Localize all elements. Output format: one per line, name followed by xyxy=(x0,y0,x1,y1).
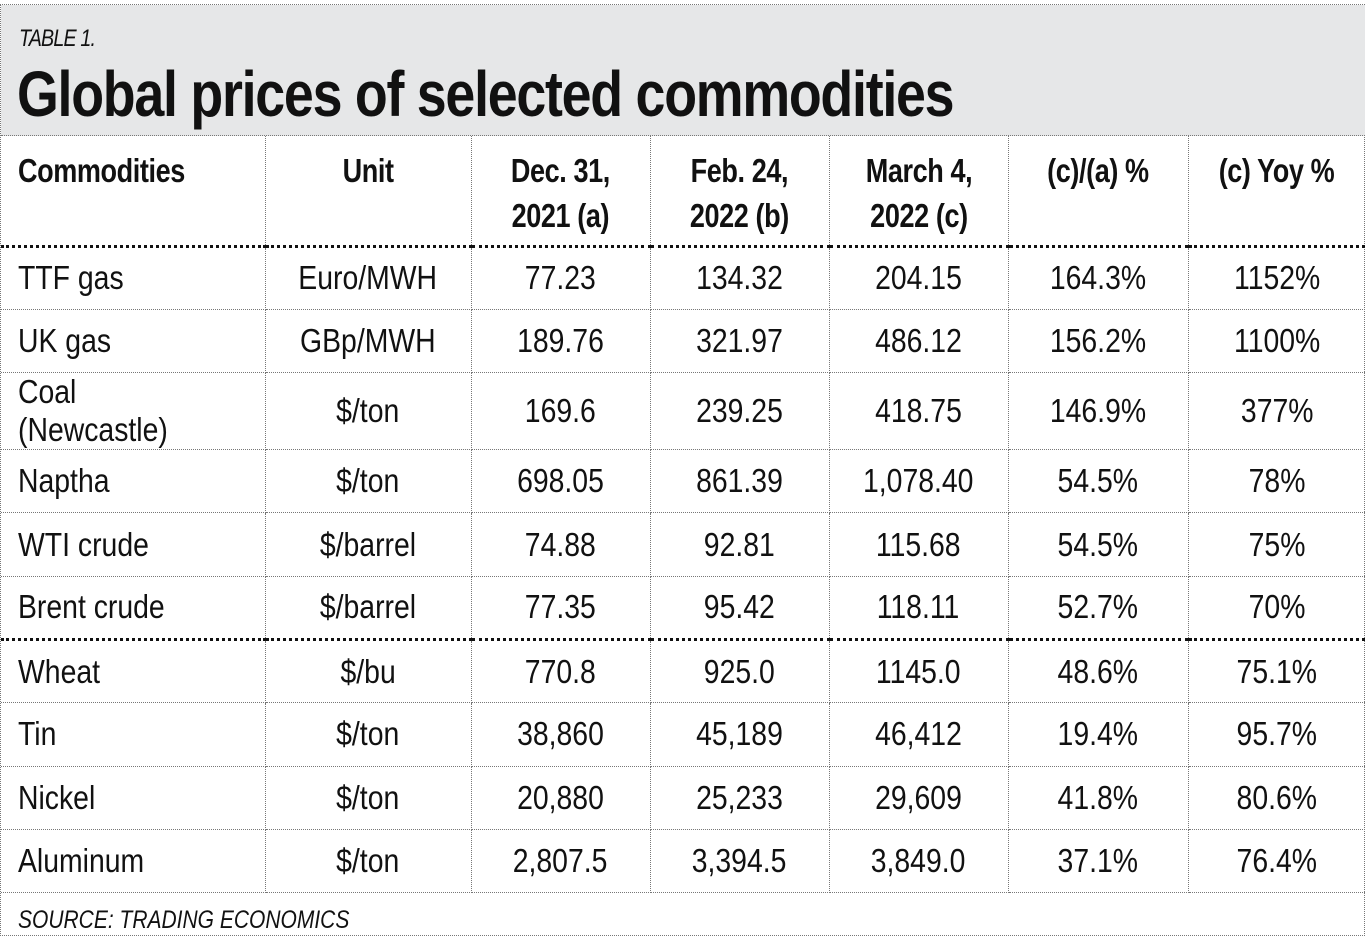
cell-march-4-2022: 204.15 xyxy=(828,246,1009,310)
cell-unit: Euro/MWH xyxy=(264,246,472,310)
cell-c-over-a-pct: 54.5% xyxy=(1007,512,1189,577)
cell-dec-31-2021: 169.6 xyxy=(470,372,651,451)
cell-dec-31-2021: 698.05 xyxy=(470,449,651,514)
table-row: TTF gas Euro/MWH 77.23 134.32 204.15 164.3% 11… xyxy=(1,246,1365,310)
cell-feb-24-2022: 861.39 xyxy=(649,449,830,514)
column-header-feb-24-2022: Feb. 24, 2022 (b) xyxy=(649,136,830,248)
cell-unit: $/barrel xyxy=(264,512,472,577)
cell-feb-24-2022: 45,189 xyxy=(649,702,830,767)
cell-march-4-2022: 3,849.0 xyxy=(828,829,1009,894)
source-note: SOURCE: TRADING ECONOMICS xyxy=(18,906,350,935)
cell-unit: $/bu xyxy=(264,639,472,704)
cell-feb-24-2022: 95.42 xyxy=(649,576,830,641)
column-header-c-over-a-pct: (c)/(a) % xyxy=(1007,136,1189,248)
cell-c-yoy-pct: 80.6% xyxy=(1187,766,1365,830)
cell-commodity: Naptha xyxy=(1,449,266,514)
cell-march-4-2022: 486.12 xyxy=(828,309,1009,374)
column-header-dec-31-2021: Dec. 31, 2021 (a) xyxy=(470,136,651,248)
cell-march-4-2022: 118.11 xyxy=(828,576,1009,641)
column-header-march-4-2022: March 4, 2022 (c) xyxy=(828,136,1009,248)
cell-unit: $/ton xyxy=(264,766,472,830)
table-row: WTI crude $/barrel 74.88 92.81 115.68 54.5% 75… xyxy=(1,512,1365,577)
source-row: SOURCE: TRADING ECONOMICS xyxy=(1,893,1365,949)
cell-commodity: Brent crude xyxy=(1,576,266,641)
cell-march-4-2022: 29,609 xyxy=(828,766,1009,830)
table-row: Wheat $/bu 770.8 925.0 1145.0 48.6% 75.1% xyxy=(1,639,1365,704)
cell-c-over-a-pct: 48.6% xyxy=(1007,639,1189,704)
cell-commodity: WTI crude xyxy=(1,512,266,577)
cell-march-4-2022: 1,078.40 xyxy=(828,449,1009,514)
table-row: Nickel $/ton 20,880 25,233 29,609 41.8% 80.6% xyxy=(1,766,1365,830)
column-header-c-yoy-pct: (c) Yoy % xyxy=(1187,136,1365,248)
cell-march-4-2022: 418.75 xyxy=(828,372,1009,451)
cell-unit: GBp/MWH xyxy=(264,309,472,374)
table-row: Coal (Newcastle) $/ton 169.6 239.25 418.75 14… xyxy=(1,372,1365,451)
cell-dec-31-2021: 77.35 xyxy=(470,576,651,641)
cell-feb-24-2022: 239.25 xyxy=(649,372,830,451)
cell-commodity: Aluminum xyxy=(1,829,266,894)
table-row: Aluminum $/ton 2,807.5 3,394.5 3,849.0 37.1% 7… xyxy=(1,829,1365,894)
cell-c-over-a-pct: 164.3% xyxy=(1007,246,1189,310)
cell-feb-24-2022: 3,394.5 xyxy=(649,829,830,894)
cell-c-yoy-pct: 75% xyxy=(1187,512,1365,577)
cell-dec-31-2021: 74.88 xyxy=(470,512,651,577)
cell-commodity: UK gas xyxy=(1,309,266,374)
cell-march-4-2022: 115.68 xyxy=(828,512,1009,577)
cell-c-yoy-pct: 70% xyxy=(1187,576,1365,641)
cell-commodity: Tin xyxy=(1,702,266,767)
cell-unit: $/barrel xyxy=(264,576,472,641)
cell-dec-31-2021: 77.23 xyxy=(470,246,651,310)
cell-c-over-a-pct: 54.5% xyxy=(1007,449,1189,514)
cell-c-yoy-pct: 95.7% xyxy=(1187,702,1365,767)
cell-unit: $/ton xyxy=(264,829,472,894)
cell-feb-24-2022: 92.81 xyxy=(649,512,830,577)
cell-dec-31-2021: 38,860 xyxy=(470,702,651,767)
cell-c-over-a-pct: 41.8% xyxy=(1007,766,1189,830)
table-row: Brent crude $/barrel 77.35 95.42 118.11 52.7%… xyxy=(1,576,1365,641)
column-header-commodities: Commodities xyxy=(1,136,266,248)
column-header-unit: Unit xyxy=(264,136,472,248)
cell-c-yoy-pct: 1152% xyxy=(1187,246,1365,310)
cell-c-over-a-pct: 37.1% xyxy=(1007,829,1189,894)
cell-march-4-2022: 46,412 xyxy=(828,702,1009,767)
table-row: Naptha $/ton 698.05 861.39 1,078.40 54.5% 78% xyxy=(1,449,1365,514)
title-bar: TABLE 1. Global prices of selected commo… xyxy=(1,5,1365,136)
cell-c-over-a-pct: 146.9% xyxy=(1007,372,1189,451)
cell-dec-31-2021: 20,880 xyxy=(470,766,651,830)
cell-c-yoy-pct: 78% xyxy=(1187,449,1365,514)
cell-dec-31-2021: 2,807.5 xyxy=(470,829,651,894)
cell-feb-24-2022: 925.0 xyxy=(649,639,830,704)
cell-march-4-2022: 1145.0 xyxy=(828,639,1009,704)
cell-c-yoy-pct: 75.1% xyxy=(1187,639,1365,704)
cell-c-yoy-pct: 76.4% xyxy=(1187,829,1365,894)
header-row: Commodities Unit Dec. 31, 2021 (a) Feb. 2… xyxy=(1,136,1365,248)
cell-c-over-a-pct: 19.4% xyxy=(1007,702,1189,767)
cell-unit: $/ton xyxy=(264,702,472,767)
cell-dec-31-2021: 189.76 xyxy=(470,309,651,374)
cell-c-yoy-pct: 1100% xyxy=(1187,309,1365,374)
table-label: TABLE 1. xyxy=(19,25,96,52)
cell-commodity: TTF gas xyxy=(1,246,266,310)
cell-unit: $/ton xyxy=(264,449,472,514)
cell-dec-31-2021: 770.8 xyxy=(470,639,651,704)
table-row: Tin $/ton 38,860 45,189 46,412 19.4% 95.7% xyxy=(1,702,1365,767)
cell-commodity: Nickel xyxy=(1,766,266,830)
cell-c-over-a-pct: 156.2% xyxy=(1007,309,1189,374)
cell-unit: $/ton xyxy=(264,372,472,451)
cell-feb-24-2022: 134.32 xyxy=(649,246,830,310)
cell-c-yoy-pct: 377% xyxy=(1187,372,1365,451)
cell-commodity: Coal (Newcastle) xyxy=(1,372,266,451)
cell-c-over-a-pct: 52.7% xyxy=(1007,576,1189,641)
cell-feb-24-2022: 25,233 xyxy=(649,766,830,830)
commodities-table: Commodities Unit Dec. 31, 2021 (a) Feb. 2… xyxy=(1,136,1365,949)
cell-feb-24-2022: 321.97 xyxy=(649,309,830,374)
table-row: UK gas GBp/MWH 189.76 321.97 486.12 156.2% 110… xyxy=(1,309,1365,374)
table-title: Global prices of selected commodities xyxy=(17,58,955,130)
cell-commodity: Wheat xyxy=(1,639,266,704)
